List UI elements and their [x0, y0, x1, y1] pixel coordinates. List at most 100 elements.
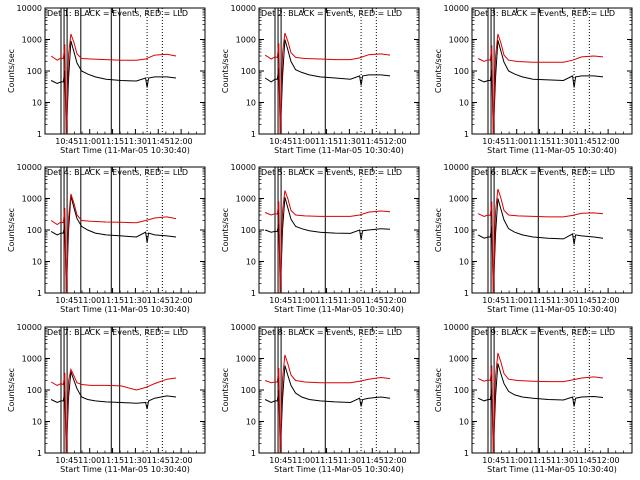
- y-tick-label: 10000: [444, 163, 469, 172]
- chart-title: Det 9: BLACK = Events, RED = LLD: [474, 328, 615, 337]
- x-tick-label: 11:15: [528, 137, 551, 146]
- y-tick-label: 10000: [17, 163, 42, 172]
- x-tick-label: 11:00: [505, 456, 528, 465]
- chart-title: Det 8: BLACK = Events, RED = LLD: [261, 328, 402, 337]
- y-tick-label: 1: [37, 289, 42, 298]
- y-tick-label: 100: [454, 67, 469, 76]
- series-lld: [477, 33, 604, 135]
- series-events: [264, 365, 391, 454]
- x-axis-label: Start Time (11-Mar-05 10:30:40): [274, 465, 404, 474]
- x-tick-label: 11:30: [124, 296, 147, 305]
- x-tick-label: 10:45: [269, 137, 292, 146]
- x-tick-label: 11:30: [551, 456, 574, 465]
- y-tick-label: 10: [32, 258, 42, 267]
- x-axis-label: Start Time (11-Mar-05 10:30:40): [487, 146, 617, 155]
- x-tick-label: 10:45: [482, 296, 505, 305]
- series-events: [264, 39, 391, 135]
- x-tick-label: 11:30: [338, 137, 361, 146]
- x-tick-label: 11:30: [551, 137, 574, 146]
- x-tick-label: 11:15: [315, 456, 338, 465]
- x-axis-label: Start Time (11-Mar-05 10:30:40): [274, 146, 404, 155]
- y-axis-label: Counts/sec: [221, 49, 230, 93]
- y-tick-label: 100: [27, 386, 42, 395]
- chart-panel-9: Det 9: BLACK = Events, RED = LLD 1 10 100 10…: [434, 323, 633, 474]
- y-axis-label: Counts/sec: [434, 368, 443, 412]
- x-tick-label: 10:45: [482, 456, 505, 465]
- x-tick-label: 11:15: [101, 296, 124, 305]
- y-tick-label: 10: [459, 99, 469, 108]
- y-tick-label: 10000: [231, 323, 256, 332]
- y-tick-label: 10000: [231, 4, 256, 13]
- chart-panel-3: Det 3: BLACK = Events, RED = LLD 1 10 100 10…: [434, 4, 633, 155]
- chart-title: Det 1: BLACK = Events, RED = LLD: [47, 9, 188, 18]
- y-tick-label: 100: [27, 67, 42, 76]
- x-tick-label: 11:00: [78, 456, 101, 465]
- y-axis-label: Counts/sec: [7, 368, 16, 412]
- y-tick-label: 1: [37, 130, 42, 139]
- chart-panel-5: Det 5: BLACK = Events, RED = LLD 1 10 100 10…: [221, 163, 420, 314]
- chart-panel-8: Det 8: BLACK = Events, RED = LLD 1 10 100 10…: [221, 323, 420, 474]
- y-tick-label: 1000: [449, 195, 469, 204]
- x-tick-label: 11:30: [551, 296, 574, 305]
- x-axis-label: Start Time (11-Mar-05 10:30:40): [60, 146, 190, 155]
- x-tick-label: 11:45: [574, 456, 597, 465]
- x-tick-label: 11:45: [147, 296, 170, 305]
- chart-title: Det 5: BLACK = Events, RED = LLD: [261, 168, 402, 177]
- y-tick-label: 1000: [236, 195, 256, 204]
- x-axis-label: Start Time (11-Mar-05 10:30:40): [60, 305, 190, 314]
- x-tick-label: 11:15: [315, 296, 338, 305]
- series-events: [50, 371, 177, 454]
- x-tick-label: 11:15: [101, 137, 124, 146]
- y-tick-label: 100: [241, 386, 256, 395]
- y-tick-label: 1: [464, 289, 469, 298]
- chart-title: Det 6: BLACK = Events, RED = LLD: [474, 168, 615, 177]
- y-tick-label: 1: [37, 449, 42, 458]
- y-tick-label: 10: [246, 258, 256, 267]
- y-tick-label: 10000: [444, 323, 469, 332]
- series-lld: [264, 32, 391, 135]
- series-events: [50, 195, 177, 294]
- series-events: [50, 40, 177, 135]
- y-axis-label: Counts/sec: [221, 368, 230, 412]
- chart-panel-7: Det 7: BLACK = Events, RED = LLD 1 10 100 10…: [7, 323, 206, 474]
- y-tick-label: 1000: [22, 355, 42, 364]
- x-tick-label: 11:00: [292, 456, 315, 465]
- chart-title: Det 7: BLACK = Events, RED = LLD: [47, 328, 188, 337]
- y-tick-label: 10000: [444, 4, 469, 13]
- series-lld: [50, 367, 177, 454]
- y-tick-label: 1: [464, 449, 469, 458]
- x-tick-label: 10:45: [269, 296, 292, 305]
- x-tick-label: 12:00: [384, 296, 407, 305]
- y-tick-label: 100: [454, 386, 469, 395]
- x-tick-label: 11:45: [361, 137, 384, 146]
- x-tick-label: 12:00: [170, 137, 193, 146]
- series-events: [477, 198, 604, 294]
- series-lld: [477, 188, 604, 294]
- y-axis-label: Counts/sec: [434, 49, 443, 93]
- series-lld: [50, 33, 177, 135]
- x-axis-label: Start Time (11-Mar-05 10:30:40): [274, 305, 404, 314]
- x-tick-label: 11:30: [338, 456, 361, 465]
- x-tick-label: 10:45: [482, 137, 505, 146]
- y-axis-label: Counts/sec: [221, 208, 230, 252]
- x-tick-label: 12:00: [170, 456, 193, 465]
- y-tick-label: 10: [32, 418, 42, 427]
- y-tick-label: 10: [246, 418, 256, 427]
- x-tick-label: 11:45: [147, 456, 170, 465]
- x-tick-label: 12:00: [597, 456, 620, 465]
- x-tick-label: 11:00: [78, 137, 101, 146]
- x-tick-label: 11:15: [528, 456, 551, 465]
- y-tick-label: 10000: [17, 323, 42, 332]
- x-tick-label: 10:45: [55, 296, 78, 305]
- y-tick-label: 100: [454, 226, 469, 235]
- series-lld: [264, 354, 391, 454]
- x-tick-label: 11:45: [147, 137, 170, 146]
- x-tick-label: 11:00: [505, 137, 528, 146]
- y-tick-label: 1: [251, 130, 256, 139]
- y-tick-label: 10000: [17, 4, 42, 13]
- x-tick-label: 11:45: [574, 296, 597, 305]
- x-tick-label: 11:45: [574, 137, 597, 146]
- x-tick-label: 11:45: [361, 456, 384, 465]
- y-tick-label: 1: [251, 289, 256, 298]
- series-lld: [50, 193, 177, 294]
